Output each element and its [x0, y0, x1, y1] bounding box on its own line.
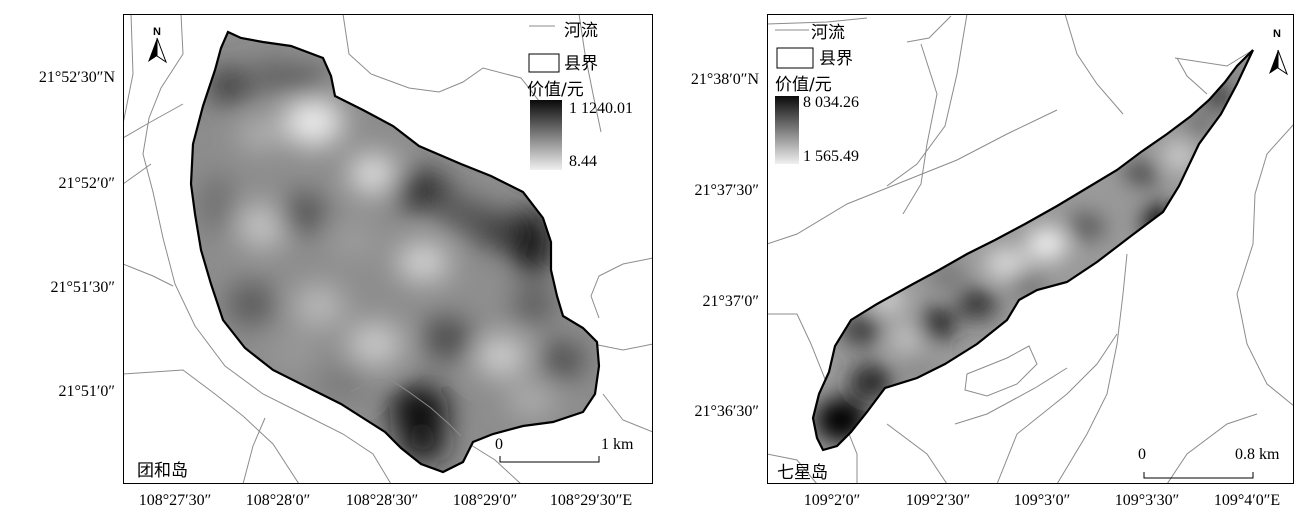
lon-ticks-qixing: 109°2′0″ 109°2′30″ 109°3′0″ 109°3′30″ 10…	[767, 484, 1294, 514]
lat-ticks-tuanhe: 21°52′30″N 21°52′0″ 21°51′30″ 21°51′0″	[0, 14, 123, 484]
lat-tick: 21°52′0″	[58, 175, 115, 192]
north-arrow-icon	[1269, 49, 1289, 76]
lon-ticks-tuanhe: 108°27′30″ 108°28′0″ 108°28′30″ 108°29′0…	[123, 484, 653, 514]
value-min-label: 8.44	[569, 153, 597, 170]
map-panel-qixing: N 河流 县界 价值/元 8 034.26 1 565.49 0 0.8 km …	[767, 14, 1294, 484]
lon-tick: 108°29′30″E	[549, 492, 633, 509]
lon-tick: 108°28′30″	[345, 492, 419, 509]
lat-ticks-qixing: 21°38′0″N 21°37′30″ 21°37′0″ 21°36′30″	[655, 14, 767, 484]
scale-bar	[1143, 472, 1254, 479]
scale-start-label: 0	[1138, 446, 1146, 463]
map-panel-tuanhe: N 河流 县界 价值/元 1 1240.01 8.44 0 1 km 团和岛	[123, 14, 653, 484]
value-min-label: 1 565.49	[803, 148, 859, 165]
lon-tick: 109°2′0″	[803, 492, 861, 509]
value-legend-title: 价值/元	[527, 80, 584, 100]
north-label: N	[153, 26, 161, 38]
river-lines	[123, 14, 653, 484]
lat-tick: 21°37′30″	[694, 182, 759, 199]
value-legend-title: 价值/元	[775, 75, 832, 95]
island-boundary-tuanhe	[189, 30, 601, 474]
lat-tick: 21°51′0″	[58, 383, 115, 400]
north-arrow-icon	[148, 37, 168, 64]
scale-bar	[499, 456, 600, 463]
lat-tick: 21°52′30″N	[38, 69, 115, 86]
lon-tick: 109°3′0″	[1013, 492, 1071, 509]
island-name-label: 团和岛	[137, 461, 188, 481]
lat-tick: 21°36′30″	[694, 403, 759, 420]
value-ramp	[775, 96, 799, 164]
lon-tick: 109°3′30″	[1114, 492, 1180, 509]
county-legend-symbol	[776, 47, 814, 69]
scale-end-label: 0.8 km	[1235, 446, 1280, 463]
river-legend-label: 河流	[564, 21, 598, 41]
island-boundary-qixing	[811, 49, 1254, 452]
value-max-label: 8 034.26	[803, 94, 859, 111]
county-legend-label: 县界	[819, 49, 853, 69]
county-legend-symbol	[528, 53, 560, 73]
value-max-label: 1 1240.01	[569, 100, 633, 117]
scale-start-label: 0	[495, 436, 503, 453]
lat-tick: 21°38′0″N	[690, 71, 759, 88]
island-name-label: 七星岛	[777, 463, 828, 483]
county-legend-label: 县界	[564, 54, 598, 74]
map-canvas-tuanhe	[123, 14, 653, 484]
lat-tick: 21°51′30″	[50, 279, 115, 296]
lon-tick: 109°4′0″E	[1213, 492, 1281, 509]
value-ramp	[530, 100, 562, 170]
river-lines	[767, 14, 1294, 484]
lat-tick: 21°37′0″	[702, 293, 759, 310]
scale-end-label: 1 km	[601, 436, 634, 453]
lon-tick: 108°27′30″	[138, 492, 212, 509]
river-legend-label: 河流	[811, 23, 845, 43]
lon-tick: 109°2′30″	[905, 492, 971, 509]
north-label: N	[1273, 28, 1281, 40]
lon-tick: 108°29′0″	[452, 492, 518, 509]
lon-tick: 108°28′0″	[245, 492, 311, 509]
map-canvas-qixing	[767, 14, 1294, 484]
